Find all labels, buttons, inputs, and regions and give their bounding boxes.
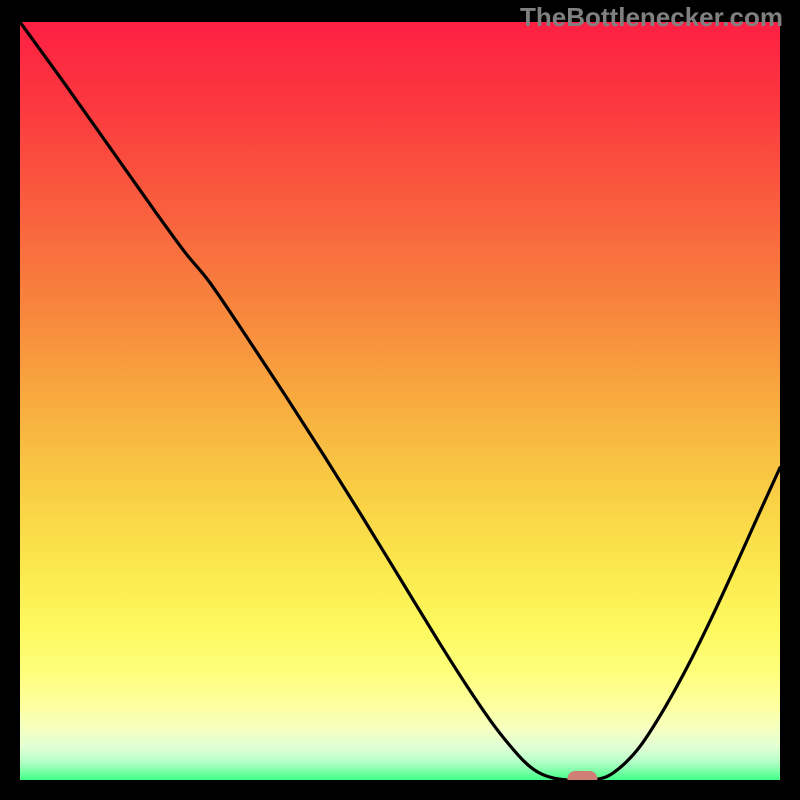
plot-svg [20, 22, 780, 780]
gradient-background [20, 22, 780, 780]
optimal-marker [567, 771, 597, 780]
plot-area [20, 22, 780, 780]
outer-frame: TheBottlenecker.com [0, 0, 800, 800]
watermark-text: TheBottlenecker.com [520, 2, 783, 33]
